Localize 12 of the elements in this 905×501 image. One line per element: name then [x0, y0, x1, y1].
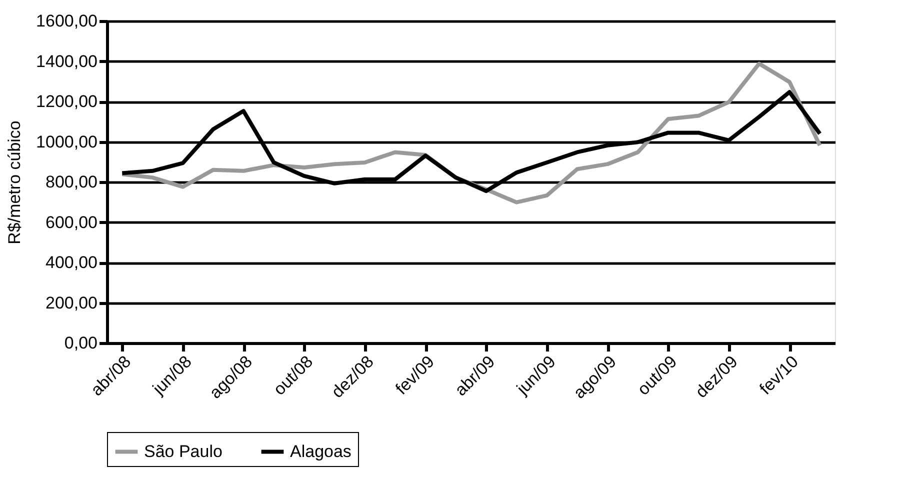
y-tick-label: 600,00	[46, 212, 98, 232]
y-tick-label: 200,00	[46, 293, 98, 312]
y-tick-label: 1000,00	[36, 132, 98, 152]
legend-label: Alagoas	[290, 442, 352, 461]
y-tick-label: 1400,00	[36, 52, 98, 71]
y-tick-label: 800,00	[46, 172, 98, 192]
y-tick-label: 1600,00	[36, 12, 98, 30]
y-tick-label: 0,00	[64, 334, 98, 352]
y-tick-label: 1200,00	[36, 92, 98, 111]
y-tick-label: 400,00	[46, 253, 98, 272]
legend-label: São Paulo	[144, 442, 222, 461]
y-axis-title: R$/metro cúbico	[5, 120, 24, 244]
